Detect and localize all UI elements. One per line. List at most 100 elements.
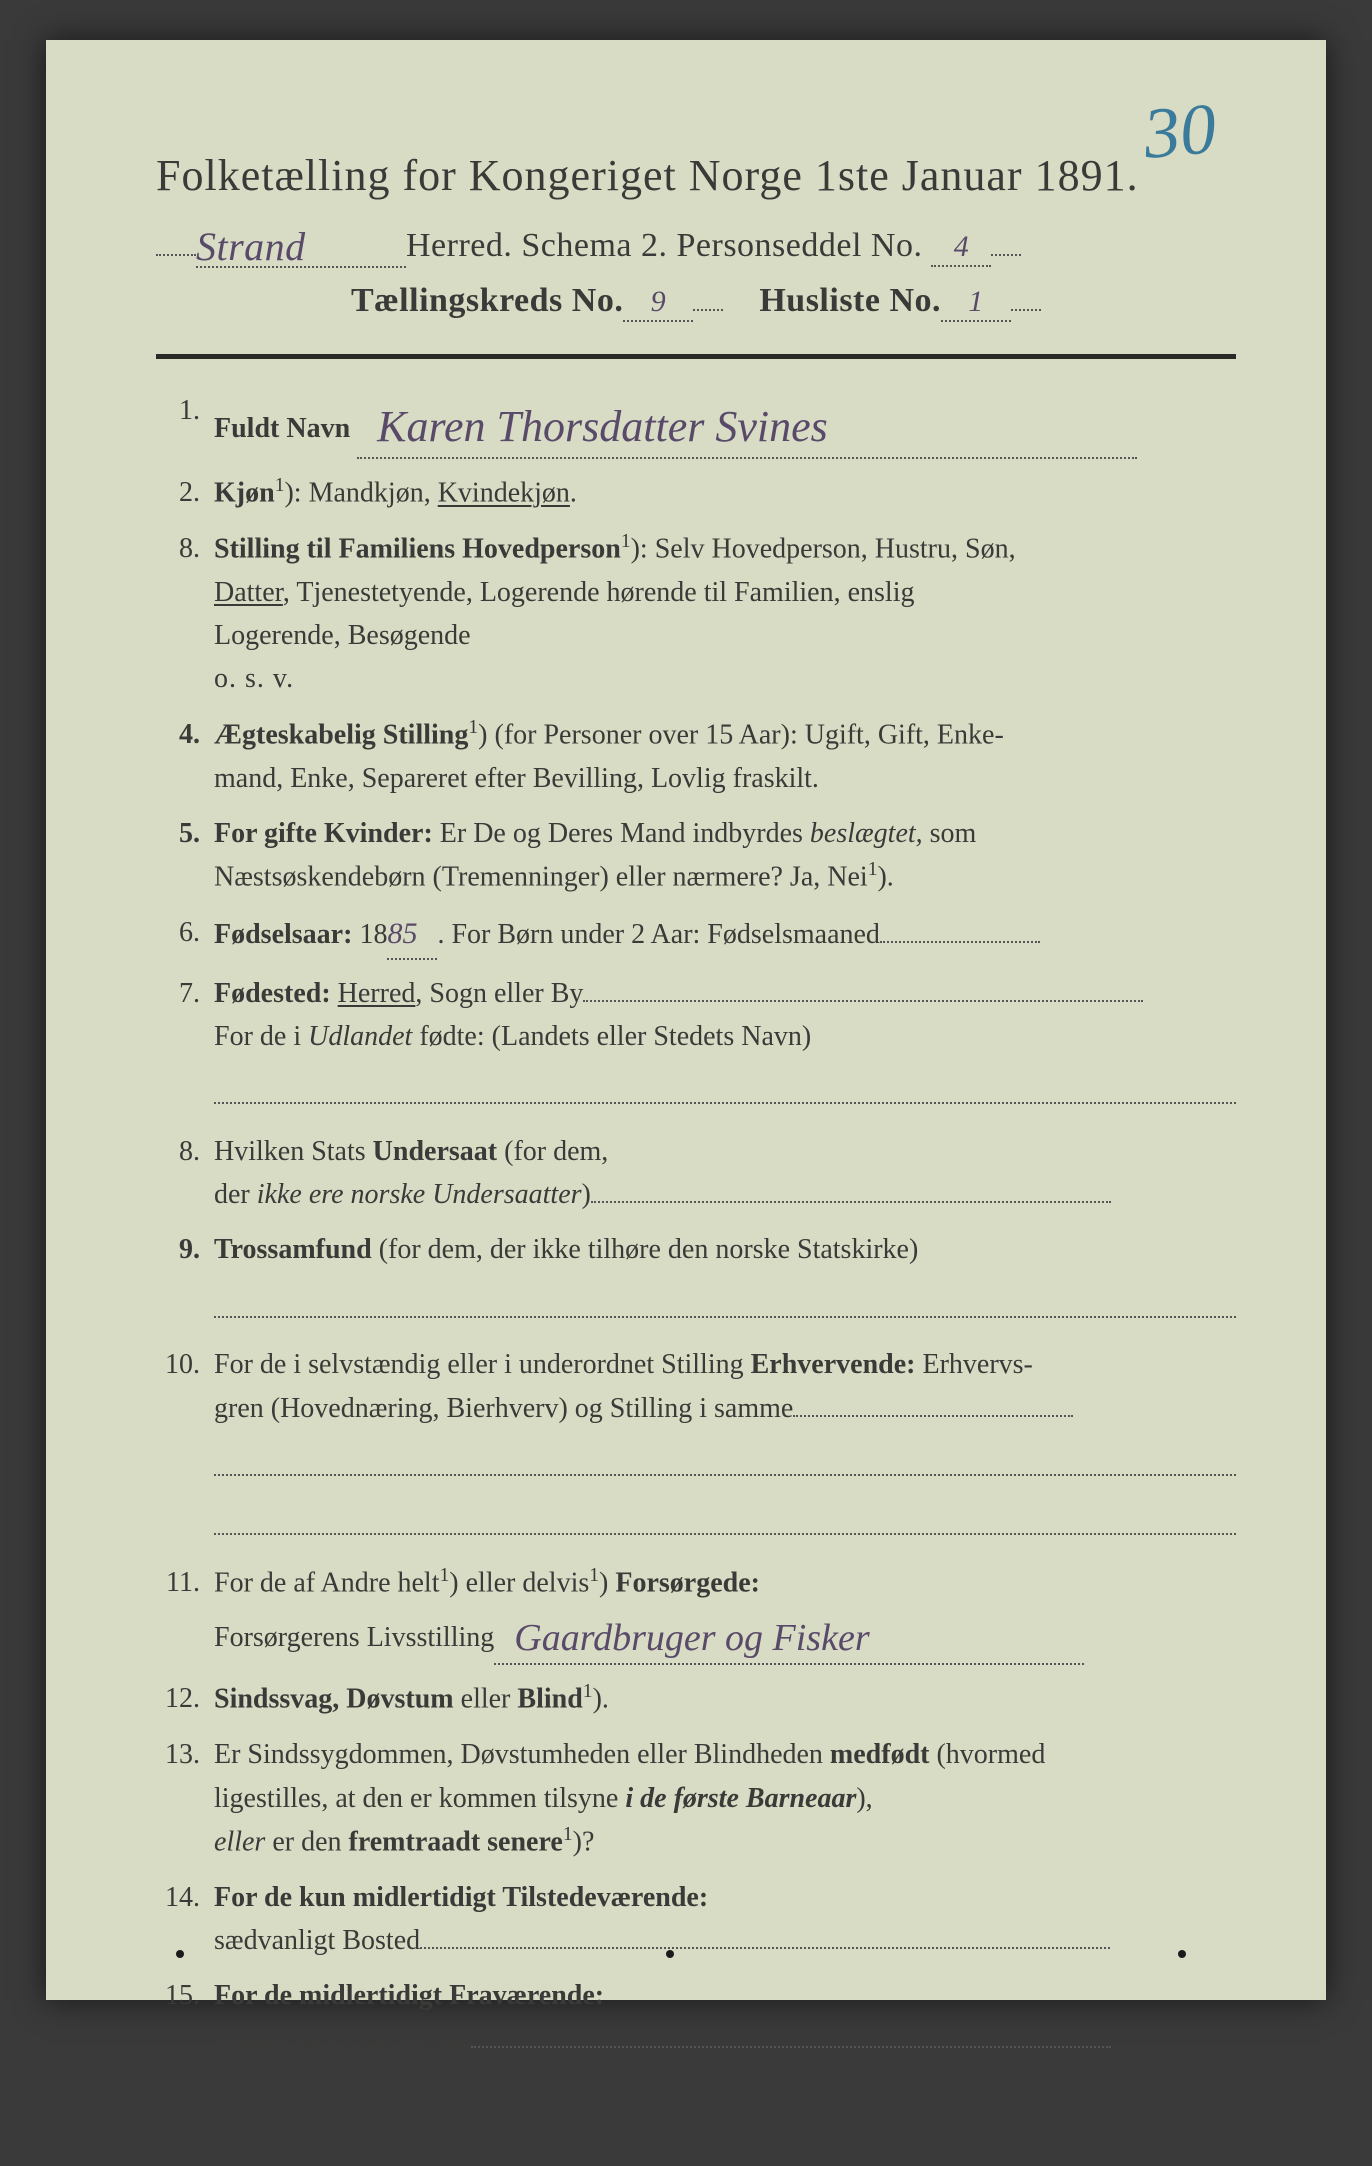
item-12: 12. Sindssvag, Døvstum eller Blind1). (156, 1677, 1236, 1721)
provider-occupation-value: Gaardbruger og Fisker (494, 1617, 869, 1659)
label-aegteskab: Ægteskabelig Stilling (214, 719, 468, 750)
item-8: 8. Hvilken Stats Undersaat (for dem, der… (156, 1130, 1236, 1217)
item-num: 2. (156, 471, 214, 514)
footnote-text: ) De for hvert Tilfælde passende Ord und… (206, 2134, 974, 2165)
text: (hvormed (929, 1739, 1045, 1770)
label-fodested: Fødested: (214, 978, 331, 1009)
item-1: 1. Fuldt Navn Karen Thorsdatter Svines (156, 389, 1236, 459)
item-7: 7. Fødested: Herred, Sogn eller By For d… (156, 972, 1236, 1118)
pinhole-icon (666, 1950, 674, 1958)
item-num: 5. (156, 812, 214, 855)
personseddel-no: 4 (954, 230, 970, 263)
tallingskreds-no: 9 (651, 285, 667, 318)
pinhole-icon (176, 1950, 184, 1958)
text: , Sogn eller By (415, 978, 583, 1009)
item-num: 4. (156, 713, 214, 756)
item-num: 12. (156, 1677, 214, 1720)
text: For de i selvstændig eller i underordnet… (214, 1349, 751, 1380)
text: mand, Enke, Separeret efter Bevilling, L… (214, 763, 819, 794)
text: )? (573, 1826, 595, 1857)
text: . For Børn under 2 Aar: Fødselsmaaned (437, 919, 880, 950)
text: Logerende, Besøgende (214, 620, 471, 651)
label-medfodt: medfødt (830, 1739, 930, 1770)
text-em: i de første Barneaar (625, 1783, 856, 1814)
item-2: 2. Kjøn1): Mandkjøn, Kvindekjøn. (156, 471, 1236, 515)
item-num: 13. (156, 1733, 214, 1776)
text: ) (599, 1567, 615, 1598)
item-15: 15. For de midlertidigt Fraværende: anta… (156, 1974, 1236, 2061)
text: ): Mandkjøn, (284, 478, 437, 509)
item-6: 6. Fødselsaar: 1885 . For Børn under 2 Aa… (156, 911, 1236, 960)
husliste-label: Husliste No. (759, 282, 941, 319)
pinhole-icon (1178, 1950, 1186, 1958)
text: der (214, 1179, 257, 1210)
text: sædvanligt Bosted (214, 1925, 420, 1956)
label-forsorgede: Forsørgede: (615, 1567, 760, 1598)
text: (for dem, (497, 1136, 608, 1167)
text: (for dem, der ikke tilhøre den norske St… (372, 1234, 919, 1265)
text: ligestilles, at den er kommen tilsyne (214, 1783, 625, 1814)
item-num: 14. (156, 1876, 214, 1919)
text: , Tjenestetyende, Logerende hørende til … (283, 577, 915, 608)
herred-handwritten: Strand (196, 224, 306, 269)
census-form-page: 30 Folketælling for Kongeriget Norge 1st… (46, 40, 1326, 2000)
text: Erhvervs- (915, 1349, 1032, 1380)
text: gren (Hovednæring, Bierhverv) og Stillin… (214, 1393, 793, 1424)
text: 18 (352, 919, 387, 950)
divider-rule (156, 354, 1236, 359)
text-em: ikke ere norske Undersaatter (257, 1179, 582, 1210)
text: ): Selv Hovedperson, Hustru, Søn, (631, 533, 1016, 564)
text: antageligt Opholdssted (214, 2024, 471, 2055)
item-9: 9. Trossamfund (for dem, der ikke tilhør… (156, 1228, 1236, 1331)
text-em: eller (214, 1826, 265, 1857)
text: ), (856, 1783, 872, 1814)
item-num: 11. (156, 1561, 214, 1604)
text: For de i (214, 1021, 308, 1052)
text-em: beslægtet, (810, 818, 923, 849)
header-line2: Strand Herred. Schema 2. Personseddel No.… (156, 219, 1236, 268)
text: . (570, 478, 577, 509)
item-num: 10. (156, 1343, 214, 1386)
text: er den (265, 1826, 348, 1857)
footnote: ¹) De for hvert Tilfælde passende Ord un… (156, 2131, 1236, 2165)
text: Forsørgerens Livsstilling (214, 1622, 494, 1653)
full-name-value: Karen Thorsdatter Svines (357, 402, 828, 451)
birthplace-underlined: Herred (338, 978, 416, 1009)
text: Er Sindssygdommen, Døvstumheden eller Bl… (214, 1739, 830, 1770)
footnote-marker: ¹ (196, 2131, 206, 2152)
label-stilling: Stilling til Familiens Hovedperson (214, 533, 621, 564)
item-3: 8. Stilling til Familiens Hovedperson1):… (156, 527, 1236, 701)
birth-year-value: 85 (387, 917, 417, 950)
item-11: 11. For de af Andre helt1) eller delvis1… (156, 1561, 1236, 1666)
label-erhvervende: Erhvervende: (751, 1349, 916, 1380)
tallingskreds-label: Tællingskreds No. (351, 282, 623, 319)
text-em: Udlandet (308, 1021, 412, 1052)
item-5: 5. For gifte Kvinder: Er De og Deres Man… (156, 812, 1236, 899)
item-10: 10. For de i selvstændig eller i underor… (156, 1343, 1236, 1549)
label-sindssvag: Sindssvag, Døvstum (214, 1684, 454, 1715)
relation-underlined: Datter (214, 577, 283, 608)
text: eller (454, 1684, 518, 1715)
sex-underlined: Kvindekjøn (438, 478, 570, 509)
item-num: 7. (156, 972, 214, 1015)
text: Er De og Deres Mand indbyrdes (433, 818, 810, 849)
item-4: 4. Ægteskabelig Stilling1) (for Personer… (156, 713, 1236, 800)
label-fremtraadt: fremtraadt senere (349, 1826, 563, 1857)
text: ) (for Personer over 15 Aar): Ugift, Gif… (478, 719, 1004, 750)
label-fodselsaar: Fødselsaar: (214, 919, 352, 950)
label-undersaat: Undersaat (373, 1136, 497, 1167)
label-fravaerende: Fraværende: (449, 1980, 604, 2011)
label-fuldt-navn: Fuldt Navn (214, 413, 350, 444)
form-body: 1. Fuldt Navn Karen Thorsdatter Svines 2… (156, 389, 1236, 2061)
label-tilstedevaerende: Tilstedeværende: (502, 1882, 708, 1913)
text: For de kun midlertidigt (214, 1882, 502, 1913)
item-num: 6. (156, 911, 214, 954)
text: o. s. v. (214, 663, 294, 694)
text: ). (593, 1684, 609, 1715)
text: ). (877, 862, 893, 893)
header-mid-label: Herred. Schema 2. Personseddel No. (406, 227, 922, 264)
text: Hvilken Stats (214, 1136, 373, 1167)
label-blind: Blind (517, 1684, 582, 1715)
text: ) (582, 1179, 591, 1210)
item-num: 8. (156, 1130, 214, 1173)
